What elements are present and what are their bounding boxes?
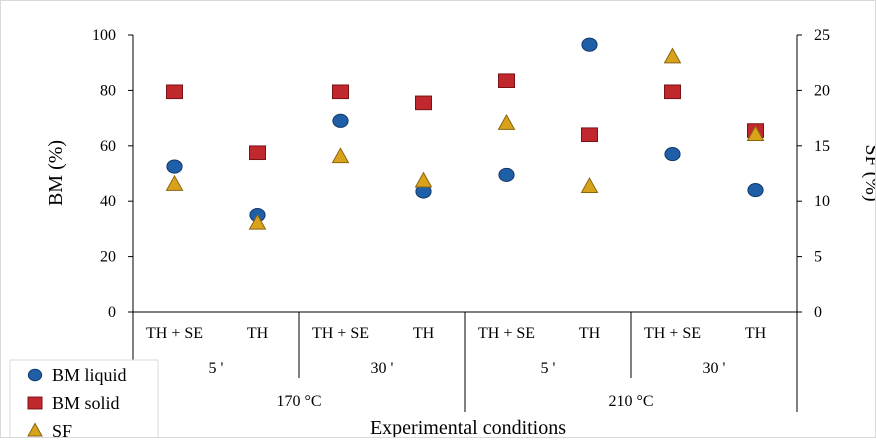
right-tick-label: 20	[814, 82, 830, 99]
legend-sf-marker	[27, 422, 43, 437]
category-label: TH + SE	[312, 325, 369, 342]
x-axis-title: Experimental conditions	[370, 417, 566, 438]
sf-point	[165, 174, 184, 191]
right-tick-label: 5	[814, 249, 822, 266]
time-group-label: 5 '	[209, 360, 224, 377]
legend-bm-solid-marker	[27, 396, 43, 410]
right-tick-label: 10	[814, 193, 830, 210]
right-tick-label: 15	[814, 138, 830, 155]
bm-solid-point	[581, 127, 598, 143]
left-tick-label: 20	[100, 249, 116, 266]
left-tick-label: 100	[92, 27, 116, 44]
bm-solid-point	[166, 84, 183, 100]
left-tick-label: 60	[100, 138, 116, 155]
sf-point	[746, 125, 765, 141]
bm-solid-point	[664, 84, 681, 100]
category-label: TH + SE	[644, 325, 701, 342]
legend-sf-label: SF	[52, 421, 72, 438]
temperature-group-label: 170 °C	[276, 393, 321, 410]
category-label: TH	[579, 325, 601, 342]
bm-solid-point	[498, 73, 515, 89]
left-tick-label: 40	[100, 193, 116, 210]
bm-liquid-point	[664, 147, 681, 162]
temperature-group-label: 210 °C	[608, 393, 653, 410]
time-group-label: 5 '	[541, 360, 556, 377]
sf-point	[580, 177, 599, 194]
right-tick-label: 0	[814, 304, 822, 321]
bm-liquid-point	[498, 167, 515, 182]
category-label: TH	[745, 325, 767, 342]
bm-liquid-point	[581, 37, 598, 52]
bm-solid-point	[249, 145, 266, 161]
bm-solid-point	[415, 95, 432, 111]
legend-bm-liquid-marker	[27, 368, 43, 382]
left-axis-title: BM (%)	[45, 140, 67, 206]
bm-liquid-point	[747, 183, 764, 198]
category-label: TH	[413, 325, 435, 342]
right-tick-label: 25	[814, 27, 830, 44]
sf-point	[663, 47, 682, 64]
bm-liquid-point	[166, 159, 183, 174]
left-tick-label: 80	[100, 82, 116, 99]
category-label: TH	[247, 325, 269, 342]
bm-liquid-point	[332, 113, 349, 128]
right-axis-title: SF (%)	[861, 144, 876, 201]
legend-bm-liquid-label: BM liquid	[52, 365, 127, 385]
legend-bm-solid-label: BM solid	[52, 393, 120, 413]
left-tick-label: 0	[108, 304, 116, 321]
time-group-label: 30 '	[371, 360, 394, 377]
time-group-label: 30 '	[703, 360, 726, 377]
bm-solid-point	[332, 84, 349, 100]
sf-point	[331, 147, 350, 164]
sf-point	[414, 171, 433, 188]
sf-point	[497, 113, 516, 130]
category-label: TH + SE	[478, 325, 535, 342]
category-label: TH + SE	[146, 325, 203, 342]
sf-point	[248, 213, 267, 230]
